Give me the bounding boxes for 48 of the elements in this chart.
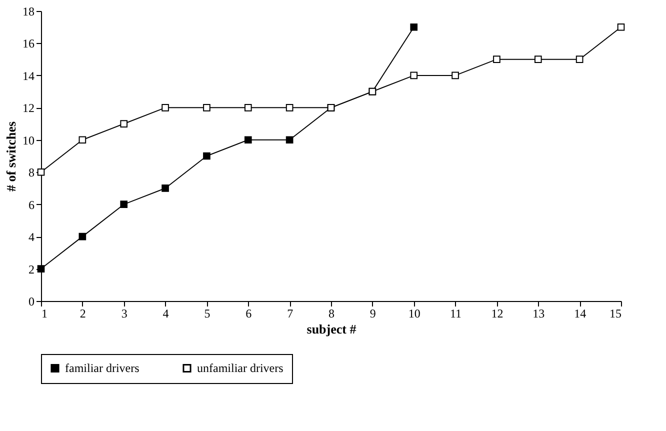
y-tick-label: 10 bbox=[22, 133, 34, 148]
point bbox=[162, 184, 169, 192]
legend-label: unfamiliar drivers bbox=[197, 361, 284, 376]
point bbox=[203, 152, 210, 160]
point bbox=[286, 104, 294, 112]
y-tick-label: 12 bbox=[22, 101, 34, 116]
point bbox=[576, 56, 584, 63]
y-tick-label: 2 bbox=[28, 262, 34, 276]
x-tick-label: 12 bbox=[491, 306, 504, 320]
x-tick-label: 7 bbox=[287, 306, 294, 320]
x-tick-label: 13 bbox=[532, 306, 545, 320]
point bbox=[203, 104, 210, 112]
y-tick-label: 14 bbox=[22, 68, 34, 83]
point bbox=[244, 104, 252, 112]
y-tick-label: 0 bbox=[28, 294, 34, 308]
x-tick-label: 15 bbox=[610, 306, 622, 320]
x-axis-title: subject # bbox=[306, 322, 357, 336]
x-tick-label: 9 bbox=[370, 306, 376, 320]
point bbox=[493, 56, 500, 63]
point bbox=[78, 136, 86, 144]
x-tick-label: 10 bbox=[408, 306, 420, 320]
x-tick-label: 1 bbox=[42, 306, 48, 320]
x-tick-label: 6 bbox=[246, 306, 252, 320]
y-tick-label: 18 bbox=[22, 4, 34, 18]
y-tick-label: 8 bbox=[28, 166, 34, 180]
x-tick-label: 14 bbox=[574, 306, 586, 320]
y-tick-label: 6 bbox=[28, 198, 34, 212]
point bbox=[162, 104, 169, 112]
x-tick-label: 4 bbox=[162, 306, 169, 320]
point bbox=[410, 23, 418, 31]
y-tick-label: 4 bbox=[28, 230, 34, 244]
point bbox=[534, 56, 542, 63]
point bbox=[120, 120, 128, 128]
x-tick-label: 8 bbox=[328, 306, 334, 320]
point bbox=[410, 72, 418, 80]
point bbox=[244, 136, 252, 144]
x-tick-label: 5 bbox=[204, 306, 210, 320]
x-tick-label: 3 bbox=[121, 306, 128, 320]
point bbox=[286, 136, 294, 144]
point bbox=[452, 72, 459, 80]
point bbox=[78, 232, 86, 240]
x-tick-label: 11 bbox=[450, 306, 462, 320]
point bbox=[617, 23, 625, 31]
legend-label: familiar drivers bbox=[65, 361, 140, 376]
y-axis-title: # of switches bbox=[4, 121, 18, 192]
point bbox=[120, 200, 128, 208]
x-tick-label: 2 bbox=[80, 306, 86, 320]
y-tick-label: 16 bbox=[22, 36, 34, 51]
